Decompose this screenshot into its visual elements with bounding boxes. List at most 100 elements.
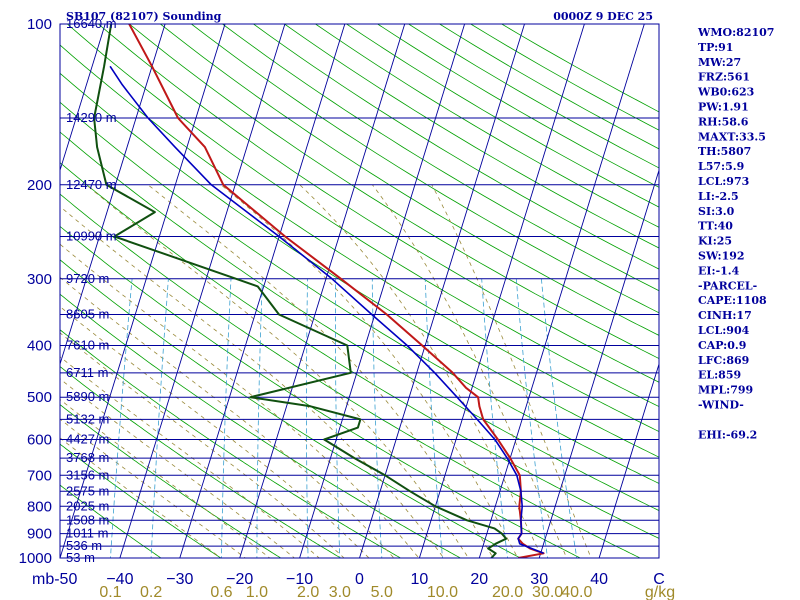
dry-adiabat-line <box>128 24 659 360</box>
mixing-ratio-line <box>221 278 232 558</box>
index-line: PW:1.91 <box>698 101 749 114</box>
isotherm-line <box>239 24 406 558</box>
dry-adiabat-line <box>60 443 222 558</box>
pressure-tick-label: 300 <box>27 271 52 288</box>
isotherm-line <box>60 24 226 558</box>
moist-adiabat-line <box>60 205 445 558</box>
isotherm-line <box>179 24 346 558</box>
mixing-ratio-line <box>150 278 169 558</box>
mixing-ratio-tick-label: 3.0 <box>329 584 351 600</box>
temperature-tick-label: 40 <box>590 571 608 588</box>
height-label: 8605 m <box>66 307 109 322</box>
pressure-tick-label: 200 <box>27 177 52 194</box>
moist-adiabat-line <box>299 184 543 558</box>
dry-adiabat-line <box>60 366 342 558</box>
moist-adiabat-line <box>60 418 246 558</box>
moist-adiabat-line <box>60 437 222 558</box>
height-label: 16640 m <box>66 16 117 31</box>
profile-traces <box>93 24 545 558</box>
mixing-ratio-tick-label: 2.0 <box>297 584 319 600</box>
mixing-ratio-unit-label: g/kg <box>645 584 675 600</box>
temperature-tick-label: 10 <box>411 571 429 588</box>
dry-adiabat-line <box>60 193 641 558</box>
index-line: FRZ:561 <box>698 71 750 84</box>
thermo-grid <box>60 24 659 558</box>
moist-adiabat-line <box>60 243 420 558</box>
dry-adiabat-line <box>252 24 659 270</box>
moist-adiabat-line <box>372 184 568 558</box>
isotherm-line <box>598 362 659 558</box>
index-line: WB0:623 <box>697 86 754 99</box>
mixing-ratio-tick-label: 10.0 <box>427 584 458 600</box>
height-label: 1011 m <box>66 526 108 541</box>
dry-adiabat-line <box>60 293 462 558</box>
dry-adiabat-line <box>60 131 659 512</box>
temperature-tick-label: −30 <box>166 571 193 588</box>
mixing-ratio-line <box>371 278 383 558</box>
moist-adiabat-line <box>60 306 370 558</box>
dry-adiabat-line <box>60 225 582 558</box>
mixing-ratio-tick-label: 0.1 <box>99 584 121 600</box>
height-label: 536 m <box>66 538 102 553</box>
index-line: TT:40 <box>698 220 733 233</box>
moist-adiabat-line <box>60 332 345 558</box>
isotherm-line <box>538 168 659 558</box>
index-line: SW:192 <box>698 250 745 263</box>
temperature-tick-label: 20 <box>470 571 488 588</box>
height-label: 3768 m <box>66 450 109 465</box>
dewpoint-trace <box>93 24 508 558</box>
height-label: 1508 m <box>66 512 109 527</box>
height-label: 3156 m <box>66 467 109 482</box>
dry-adiabat-line <box>66 24 659 408</box>
temperature-tick-label: −20 <box>226 571 253 588</box>
index-line: TH:5807 <box>698 145 751 158</box>
mixing-ratio-tick-label: 1.0 <box>246 584 268 600</box>
height-label: 5890 m <box>66 389 109 404</box>
temperature-tick-label: −40 <box>106 571 133 588</box>
index-line: EHI:-69.2 <box>698 428 757 441</box>
isotherm-line <box>299 24 466 558</box>
dry-adiabat-line <box>60 329 402 558</box>
isotherm-line <box>60 24 106 172</box>
index-line: CAP:0.9 <box>698 339 746 352</box>
index-line: CAPE:1108 <box>698 294 767 307</box>
index-line: L57:5.9 <box>698 160 744 173</box>
dry-adiabat-line <box>60 259 522 558</box>
pressure-tick-label: 500 <box>27 389 52 406</box>
index-line: WMO:82107 <box>697 26 774 39</box>
index-line: LCL:973 <box>698 175 749 188</box>
index-line: SI:3.0 <box>698 205 735 218</box>
mixing-ratio-line <box>424 278 443 558</box>
pressure-tick-label: 600 <box>27 432 52 449</box>
mixing-ratio-line <box>481 278 509 558</box>
height-label: 9720 m <box>66 271 109 286</box>
moist-adiabat-line <box>431 184 592 558</box>
temperature-tick-label: 30 <box>530 571 548 588</box>
indices-panel: WMO:82107 TP:91 MW:27 FRZ:561 WB0:623 PW:1.91… <box>697 26 774 441</box>
chart-title: SB107 (82107) Sounding <box>66 10 222 23</box>
mixing-ratio-tick-label: 30.0 <box>532 584 563 600</box>
index-line: CINH:17 <box>698 309 752 322</box>
height-label: 14290 m <box>66 110 117 125</box>
pressure-tick-label: 700 <box>27 467 52 484</box>
moist-adiabat-line <box>60 398 271 558</box>
parcel-trace <box>109 65 544 555</box>
moist-adiabat-line <box>220 184 519 558</box>
index-line: MPL:799 <box>698 384 753 397</box>
temperature-axis-left-label: mb-50 <box>32 571 77 588</box>
mixing-ratio-tick-label: 5.0 <box>371 584 393 600</box>
height-label: 53 m <box>66 550 95 565</box>
dry-adiabat-line <box>60 101 659 484</box>
index-line: EI:-1.4 <box>698 264 740 277</box>
dry-adiabat-line <box>60 484 162 558</box>
height-label: 7610 m <box>66 338 109 353</box>
pressure-tick-label: 800 <box>27 498 52 515</box>
plot-frame <box>59 23 660 559</box>
pressure-tick-label: 1000 <box>19 550 52 567</box>
height-label: 4427 m <box>66 432 109 447</box>
index-line: LFC:869 <box>698 354 749 367</box>
isotherm-line <box>60 24 166 366</box>
